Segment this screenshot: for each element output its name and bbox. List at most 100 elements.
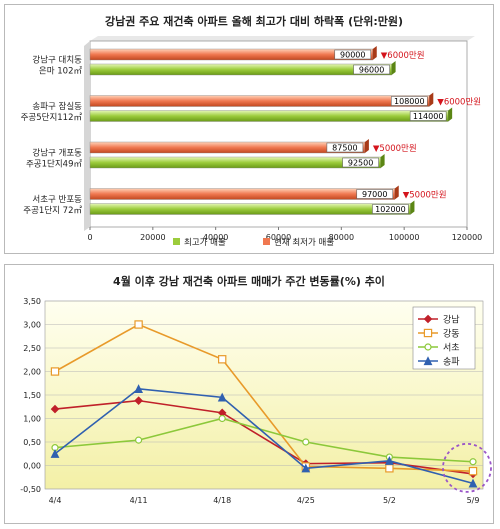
legend-label-current: 현재 최저가 매물	[274, 237, 334, 248]
data-point	[50, 404, 60, 414]
bar-peak	[89, 203, 411, 215]
bar-peak-side	[380, 154, 385, 168]
x-tick-label: 20000	[140, 233, 165, 242]
bar-current-side	[364, 139, 369, 153]
x-tick-label: 5/9	[467, 496, 480, 505]
x-tick-label: 60000	[266, 233, 291, 242]
y-tick-label: 1,50	[23, 391, 41, 400]
data-point	[134, 396, 143, 405]
value-box	[372, 204, 409, 214]
series-line-3	[54, 388, 474, 485]
x-tick-label: 4/25	[297, 496, 315, 505]
data-point	[468, 478, 478, 488]
legend-swatch-peak	[173, 238, 180, 245]
bar-current	[89, 188, 395, 200]
highlight-circle	[442, 442, 492, 493]
value-box	[334, 49, 372, 60]
y-tick-label: -0,50	[20, 485, 41, 494]
bar-current	[89, 95, 430, 107]
value-box	[409, 111, 447, 121]
category-label: 송파구 잠실동	[32, 101, 82, 112]
value-label: 90000	[340, 51, 365, 60]
bar-peak-side	[410, 200, 415, 215]
data-point	[218, 414, 226, 423]
legend-label: 송파	[443, 357, 460, 368]
drop-annotation: ▼6000만원	[437, 98, 481, 108]
data-point	[134, 384, 144, 393]
bar-chart-panel: 강남권 주요 재건축 아파트 올해 최고가 대비 하락폭 (단위:만원) 0 200…	[4, 4, 494, 254]
data-point	[50, 449, 60, 458]
x-tick-label: 4/4	[49, 496, 62, 505]
legend-label: 서초	[443, 343, 460, 354]
x-tick-label: 40000	[203, 233, 228, 242]
category-label: 주공5단지112㎡	[21, 112, 83, 123]
category-label: 강남구 개포동	[32, 147, 82, 158]
drop-annotation: ▼5000만원	[403, 191, 447, 201]
bar-peak-side	[391, 61, 396, 75]
bar-current-side	[394, 185, 399, 200]
data-point	[423, 314, 433, 324]
chart-title: 강남권 주요 재건축 아파트 올해 최고가 대비 하락폭 (단위:만원)	[105, 14, 403, 28]
data-point	[50, 367, 60, 376]
x-tick-label: 5/2	[383, 496, 396, 505]
plot-left-wall	[84, 41, 90, 231]
series-line-1	[54, 323, 474, 472]
value-label: 97000	[362, 190, 387, 199]
data-point	[385, 464, 394, 473]
legend-label-peak: 최고가 매물	[184, 237, 226, 248]
x-tick-label: 0	[87, 233, 92, 242]
y-tick-label: 0,00	[23, 462, 41, 471]
y-tick-label: 1,00	[23, 415, 41, 424]
bar-current	[89, 141, 366, 154]
bar-peak-side	[448, 107, 453, 122]
drop-annotation: ▼5000만원	[373, 144, 417, 154]
bar-current	[89, 48, 373, 61]
legend-swatch-current	[263, 238, 270, 245]
x-tick-label: 120000	[452, 233, 483, 242]
data-point	[468, 466, 478, 476]
bar-chart: 강남권 주요 재건축 아파트 올해 최고가 대비 하락폭 (단위:만원) 0 200…	[21, 14, 483, 248]
category-label: 주공1단지 72㎡	[23, 205, 82, 216]
value-label: 102000	[375, 205, 406, 214]
line-chart-panel: 4월 이후 강남 재건축 아파트 매매가 주간 변동률(%) 추이 3,50 3,0…	[4, 264, 494, 524]
data-point	[217, 392, 227, 402]
line-chart: 4월 이후 강남 재건축 아파트 매매가 주간 변동률(%) 추이 3,50 3,0…	[20, 274, 492, 505]
y-tick-label: 2,00	[23, 368, 41, 377]
y-tick-label: 2,50	[23, 344, 41, 353]
bar-peak	[89, 156, 381, 169]
data-point	[218, 355, 227, 364]
chart-title: 4월 이후 강남 재건축 아파트 매매가 주간 변동률(%) 추이	[113, 274, 385, 288]
value-box	[342, 157, 379, 168]
category-label: 서초구 반포동	[32, 194, 82, 205]
category-label: 은마 102㎡	[39, 66, 83, 76]
x-tick-label: 4/11	[130, 496, 148, 505]
x-tick-label: 80000	[329, 233, 354, 242]
data-point	[302, 438, 310, 446]
value-box	[356, 189, 394, 199]
data-point	[384, 456, 394, 465]
value-label: 114000	[413, 112, 444, 121]
bar-peak	[89, 63, 392, 76]
data-point	[135, 436, 143, 444]
data-point	[301, 463, 311, 473]
y-tick-label: 3,00	[23, 321, 41, 330]
bar-current-side	[372, 46, 377, 60]
y-tick-label: 0,50	[23, 438, 41, 447]
drop-annotation: ▼6000만원	[381, 51, 425, 61]
value-label: 87500	[332, 144, 357, 153]
data-point	[423, 356, 433, 366]
category-label: 강남구 대치동	[32, 54, 82, 65]
value-box	[390, 96, 428, 106]
data-point	[424, 343, 432, 351]
legend-label: 강남	[443, 315, 460, 326]
value-box	[326, 142, 364, 153]
value-label: 108000	[394, 97, 425, 106]
series-line-2	[54, 417, 474, 463]
bar-current-side	[429, 92, 434, 107]
legend-label: 강동	[443, 329, 460, 340]
bar-peak	[89, 110, 449, 122]
data-point	[134, 320, 143, 329]
value-box	[353, 64, 390, 75]
legend-box	[412, 306, 476, 370]
y-tick-label: 3,50	[23, 297, 41, 306]
